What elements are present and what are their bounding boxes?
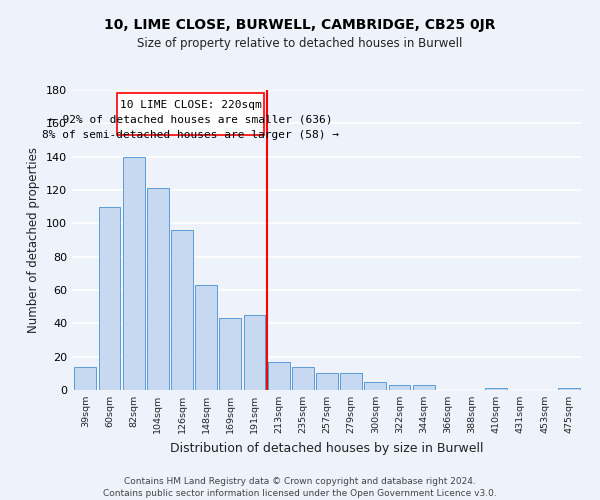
Text: 8% of semi-detached houses are larger (58) →: 8% of semi-detached houses are larger (5…: [42, 130, 339, 140]
Bar: [74, 366, 96, 390]
Bar: [316, 374, 338, 390]
Text: Size of property relative to detached houses in Burwell: Size of property relative to detached ho…: [137, 38, 463, 51]
Text: Contains public sector information licensed under the Open Government Licence v3: Contains public sector information licen…: [103, 489, 497, 498]
Bar: [123, 156, 145, 390]
Text: Contains HM Land Registry data © Crown copyright and database right 2024.: Contains HM Land Registry data © Crown c…: [124, 478, 476, 486]
Bar: [147, 188, 169, 390]
Bar: [389, 385, 410, 390]
FancyBboxPatch shape: [117, 94, 264, 135]
Text: ← 92% of detached houses are smaller (636): ← 92% of detached houses are smaller (63…: [49, 115, 332, 125]
Bar: [364, 382, 386, 390]
Bar: [195, 285, 217, 390]
Bar: [292, 366, 314, 390]
Bar: [340, 374, 362, 390]
Y-axis label: Number of detached properties: Number of detached properties: [28, 147, 40, 333]
Bar: [171, 230, 193, 390]
X-axis label: Distribution of detached houses by size in Burwell: Distribution of detached houses by size …: [170, 442, 484, 454]
Bar: [220, 318, 241, 390]
Bar: [98, 206, 121, 390]
Text: 10, LIME CLOSE, BURWELL, CAMBRIDGE, CB25 0JR: 10, LIME CLOSE, BURWELL, CAMBRIDGE, CB25…: [104, 18, 496, 32]
Text: 10 LIME CLOSE: 220sqm: 10 LIME CLOSE: 220sqm: [119, 100, 262, 110]
Bar: [244, 315, 265, 390]
Bar: [268, 362, 290, 390]
Bar: [485, 388, 507, 390]
Bar: [558, 388, 580, 390]
Bar: [413, 385, 434, 390]
